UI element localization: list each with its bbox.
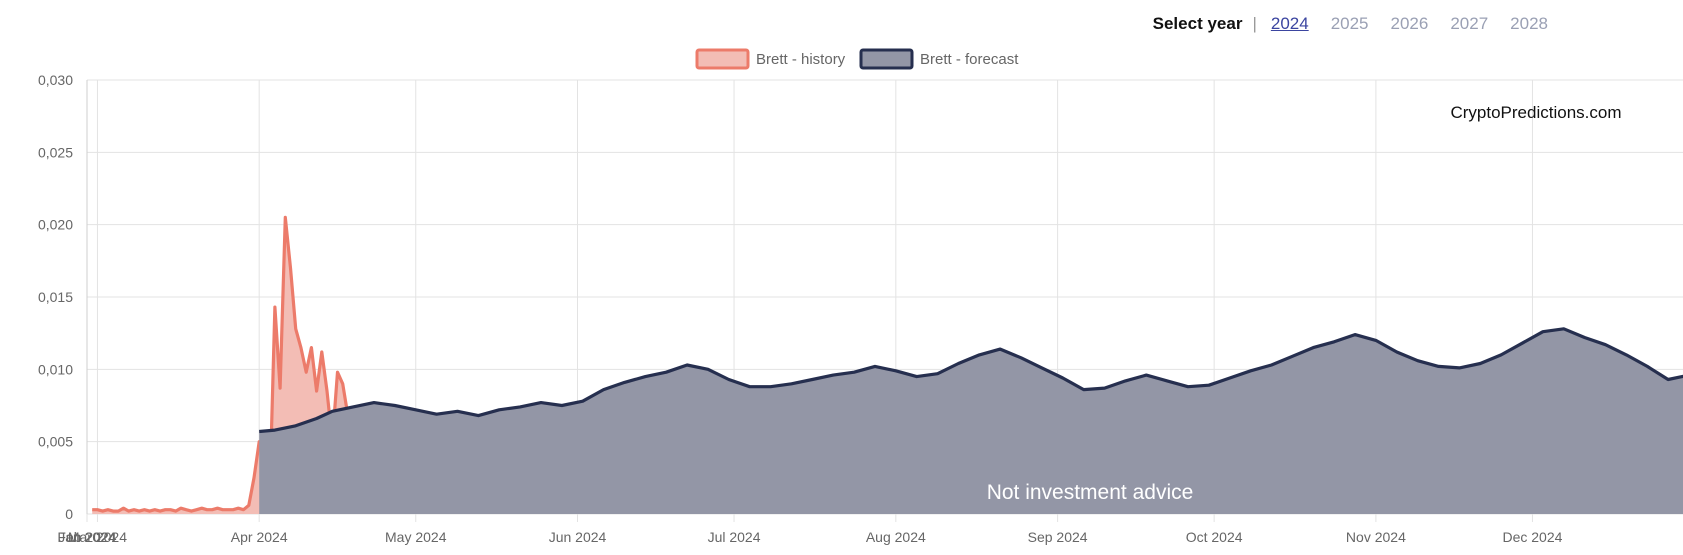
x-tick-label: May 2024: [385, 529, 447, 545]
year-link-2027[interactable]: 2027: [1450, 14, 1489, 33]
x-tick-label: Aug 2024: [866, 529, 926, 545]
legend: Brett - history Brett - forecast: [695, 48, 1019, 70]
series-area-1: [259, 328, 1683, 514]
year-selector-separator: |: [1252, 14, 1257, 33]
x-tick-label: Mar 2024: [68, 529, 127, 545]
x-tick-label: Nov 2024: [1346, 529, 1406, 545]
x-tick-label: Jan 2024: [58, 529, 116, 545]
x-tick-label: Oct 2024: [1186, 529, 1243, 545]
legend-swatch-forecast[interactable]: [859, 48, 914, 70]
x-tick-label: Sep 2024: [1028, 529, 1088, 545]
y-tick-label: 0,020: [38, 217, 73, 233]
x-tick-label: Jul 2024: [708, 529, 761, 545]
x-tick-label: Jun 2024: [549, 529, 607, 545]
legend-label-history[interactable]: Brett - history: [756, 51, 846, 68]
legend-label-forecast[interactable]: Brett - forecast: [920, 51, 1019, 68]
watermark-text: CryptoPredictions.com: [1450, 103, 1621, 122]
series-line-0: [92, 215, 360, 513]
y-tick-label: 0,025: [38, 144, 73, 160]
series-line-1: [259, 327, 1683, 434]
year-link-2024[interactable]: 2024: [1270, 14, 1309, 33]
legend-swatch-history[interactable]: [695, 48, 750, 70]
y-tick-label: 0: [65, 506, 73, 522]
series-area: [92, 215, 1683, 514]
year-link-2025[interactable]: 2025: [1330, 14, 1369, 33]
y-tick-label: 0,005: [38, 434, 73, 450]
year-selector: Select year | 2024 2025 2026 2027 2028: [1153, 14, 1548, 34]
disclaimer-text: Not investment advice: [987, 481, 1194, 504]
x-tick-label: Dec 2024: [1502, 529, 1562, 545]
x-tick-label: Feb 2024: [57, 529, 116, 545]
axes: 0 0,005 0,010 0,015 0,020 0,025 0,030 Jan 2024F…: [38, 72, 1563, 545]
y-tick-label: 0,010: [38, 361, 73, 377]
year-selector-label: Select year: [1152, 14, 1243, 33]
x-tick-label: Apr 2024: [231, 529, 288, 545]
y-tick-label: 0,030: [38, 72, 73, 88]
year-link-2028[interactable]: 2028: [1510, 14, 1548, 33]
year-link-2026[interactable]: 2026: [1390, 14, 1429, 33]
y-tick-label: 0,015: [38, 289, 73, 305]
